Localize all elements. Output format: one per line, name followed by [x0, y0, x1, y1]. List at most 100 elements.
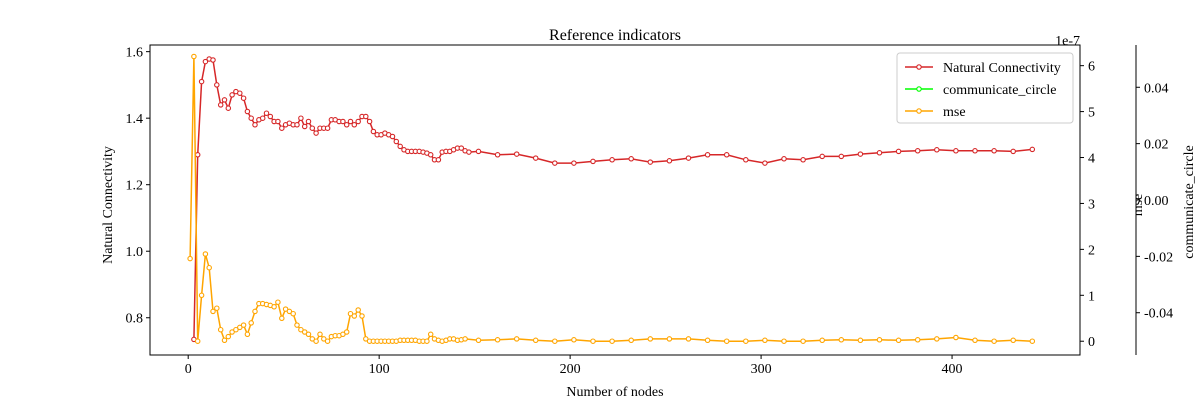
natural-connectivity-point: [309, 125, 316, 131]
natural-connectivity-point: [279, 125, 285, 131]
y-right2-tick-label: -0.04: [1144, 307, 1173, 322]
natural-connectivity-point: [202, 58, 209, 65]
natural-connectivity-point: [252, 122, 258, 128]
natural-connectivity-point: [475, 148, 482, 155]
natural-connectivity-point: [221, 97, 228, 103]
mse-point: [571, 337, 577, 343]
mse-point: [324, 338, 331, 344]
plot-area: 0 100 200 300 400 0.8 1.0 1.2 1.4 1.6 0 1 2 3 4 5 6 0.04 0…: [126, 44, 1173, 377]
natural-connectivity-point: [237, 90, 243, 96]
natural-connectivity-point: [762, 160, 768, 166]
y-left-tick-label: 1.6: [126, 46, 144, 61]
natural-connectivity-point: [248, 115, 254, 121]
natural-connectivity-point: [347, 118, 354, 125]
y-right-tick-label: 0: [1088, 335, 1095, 350]
natural-connectivity-point: [953, 148, 959, 154]
mse-point: [991, 338, 997, 344]
legend-label-communicate-circle: communicate_circle: [943, 83, 1057, 98]
natural-connectivity-point: [294, 122, 300, 128]
natural-connectivity-point: [366, 118, 373, 125]
legend-marker-communicate-circle: [916, 86, 922, 92]
legend-box: [896, 52, 1074, 124]
natural-connectivity-point: [343, 122, 350, 128]
mse-point: [198, 292, 205, 299]
natural-connectivity-point: [552, 160, 558, 166]
mse-point: [191, 53, 197, 60]
natural-connectivity-point: [876, 150, 883, 156]
mse-point: [321, 336, 327, 342]
natural-connectivity-point: [340, 118, 346, 125]
mse-point: [275, 299, 281, 305]
y-left-tick-label: 0.8: [126, 312, 144, 327]
x-tick-label: 0: [185, 362, 192, 377]
natural-connectivity-point: [513, 151, 520, 157]
mse-point: [494, 337, 501, 343]
natural-connectivity-point: [1010, 148, 1016, 155]
natural-connectivity-point: [397, 143, 403, 150]
natural-connectivity-point: [857, 151, 864, 157]
natural-connectivity-point: [198, 78, 205, 85]
legend-label-natural-connectivity: Natural Connectivity: [943, 61, 1061, 76]
natural-connectivity-point: [393, 138, 400, 145]
mse-point: [628, 337, 634, 344]
natural-connectivity-point: [363, 113, 369, 120]
mse-point: [244, 331, 251, 338]
natural-connectivity-point: [819, 153, 825, 160]
y-left-tick-label: 1.0: [126, 245, 144, 260]
natural-connectivity-point: [590, 158, 596, 165]
mse-point: [781, 338, 787, 344]
natural-connectivity-point: [895, 148, 902, 155]
mse-point: [248, 320, 254, 326]
natural-connectivity-point: [800, 157, 806, 163]
y-right-tick-label: 5: [1088, 106, 1095, 121]
natural-connectivity-point: [972, 148, 978, 154]
mse-point: [647, 336, 654, 342]
natural-connectivity-point: [466, 149, 472, 155]
y-axis-left-label: Natural Connectivity: [101, 146, 116, 264]
mse-point: [309, 336, 316, 342]
mse-point: [237, 324, 243, 331]
mse-point: [194, 338, 201, 344]
mse-point: [233, 326, 239, 333]
mse-point: [271, 304, 277, 310]
mse-point: [214, 305, 220, 311]
natural-connectivity-point: [214, 82, 220, 88]
natural-connectivity-point: [217, 102, 224, 108]
natural-connectivity-point: [838, 153, 845, 160]
natural-connectivity-point: [229, 92, 235, 98]
mse-point: [1029, 338, 1036, 344]
natural-connectivity-point: [781, 156, 787, 162]
natural-connectivity-point: [914, 148, 921, 154]
legend-marker-mse: [916, 108, 922, 114]
mse-point: [666, 336, 673, 342]
mse-point: [743, 338, 749, 344]
natural-connectivity-point: [305, 118, 312, 125]
y-right2-tick-label: -0.02: [1144, 250, 1173, 265]
natural-connectivity-point: [259, 115, 266, 121]
mse-point: [229, 329, 235, 335]
mse-point: [934, 336, 940, 342]
mse-point: [857, 337, 864, 344]
natural-connectivity-point: [685, 155, 692, 161]
mse-point: [317, 331, 323, 338]
legend-marker-natural-connectivity: [916, 64, 922, 70]
mse-point: [286, 308, 293, 315]
mse-point: [355, 307, 361, 313]
y-left-tick-label: 1.4: [126, 112, 144, 127]
x-axis-label: Number of nodes: [566, 385, 663, 400]
natural-connectivity-point: [609, 157, 615, 163]
natural-connectivity-point: [571, 160, 577, 166]
mse-point: [427, 331, 434, 338]
natural-connectivity-point: [275, 118, 281, 125]
natural-connectivity-point: [743, 157, 749, 163]
mse-point: [590, 338, 596, 344]
mse-point: [819, 337, 825, 344]
mse-point: [475, 337, 482, 344]
mse-point: [206, 264, 212, 271]
mse-point: [343, 329, 350, 335]
y-right-tick-label: 1: [1088, 289, 1095, 304]
natural-connectivity-point: [934, 147, 940, 153]
chart-title: Reference indicators: [549, 27, 681, 44]
natural-connectivity-point: [427, 152, 434, 158]
natural-connectivity-point: [647, 159, 654, 165]
